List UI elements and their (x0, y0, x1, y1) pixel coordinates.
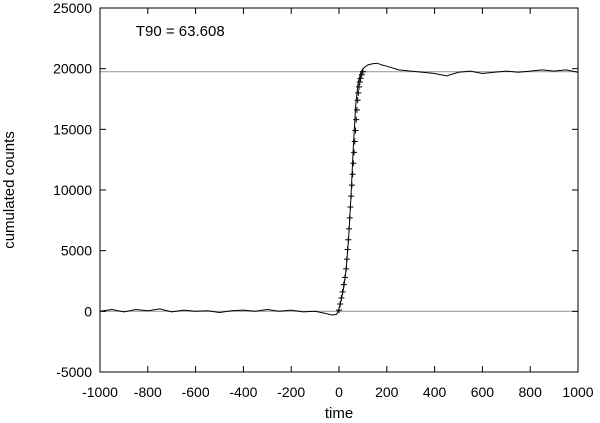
data-point-marker (351, 138, 358, 145)
data-point-marker (349, 171, 356, 178)
data-point-marker (358, 71, 365, 78)
data-point-marker (340, 281, 347, 288)
data-point-marker (348, 193, 355, 200)
y-tick-label: 20000 (53, 61, 92, 77)
x-tick-label: -200 (277, 384, 305, 400)
x-tick-label: -400 (229, 384, 257, 400)
data-point-marker (355, 89, 362, 96)
data-point-marker (357, 75, 364, 82)
data-point-marker (343, 265, 350, 272)
x-tick-label: 1000 (562, 384, 593, 400)
data-point-marker (348, 182, 355, 189)
x-axis-label: time (325, 405, 353, 422)
data-point-marker (356, 83, 363, 90)
y-tick-label: 25000 (53, 0, 92, 16)
data-point-marker (350, 160, 357, 167)
x-tick-label: -600 (182, 384, 210, 400)
data-point-marker (359, 68, 366, 75)
data-point-marker (354, 97, 361, 104)
x-tick-label: 600 (471, 384, 495, 400)
y-axis-ticks: -5000 0 5000 10000 15000 20000 25000 (53, 0, 578, 380)
x-tick-label: -1000 (82, 384, 118, 400)
x-tick-label: 800 (519, 384, 543, 400)
data-point-marker (347, 203, 354, 210)
data-point-marker (356, 79, 363, 86)
data-point-marker (345, 236, 352, 243)
t90-annotation: T90 = 63.608 (136, 23, 225, 40)
data-point-marker (344, 246, 351, 253)
x-tick-label: 0 (335, 384, 343, 400)
data-point-marker (346, 225, 353, 232)
data-point-marker (351, 149, 358, 156)
y-tick-label: 10000 (53, 182, 92, 198)
x-tick-label: 400 (423, 384, 447, 400)
y-axis-label: cumulated counts (1, 131, 18, 249)
y-tick-label: 15000 (53, 121, 92, 137)
data-point-marker (336, 307, 342, 314)
data-point-marker (341, 274, 348, 281)
data-point-marker (338, 294, 345, 301)
x-tick-label: -800 (134, 384, 162, 400)
series-line (99, 62, 579, 316)
y-tick-label: -5000 (56, 364, 92, 380)
data-point-marker (339, 288, 346, 295)
x-tick-label: 200 (375, 384, 399, 400)
series-layer (99, 62, 579, 316)
data-point-marker (343, 256, 350, 263)
x-axis-ticks: -1000 -800 -600 -400 -200 0 200 400 600 800 1000 (82, 8, 594, 400)
data-point-marker (346, 214, 353, 221)
y-tick-label: 0 (84, 303, 92, 319)
data-point-marker (353, 116, 360, 123)
data-point-marker (337, 301, 344, 308)
data-point-marker (352, 127, 359, 134)
y-tick-label: 5000 (61, 243, 92, 259)
plot-frame (99, 7, 579, 373)
data-point-marker (353, 106, 360, 113)
reference-lines (100, 71, 578, 312)
